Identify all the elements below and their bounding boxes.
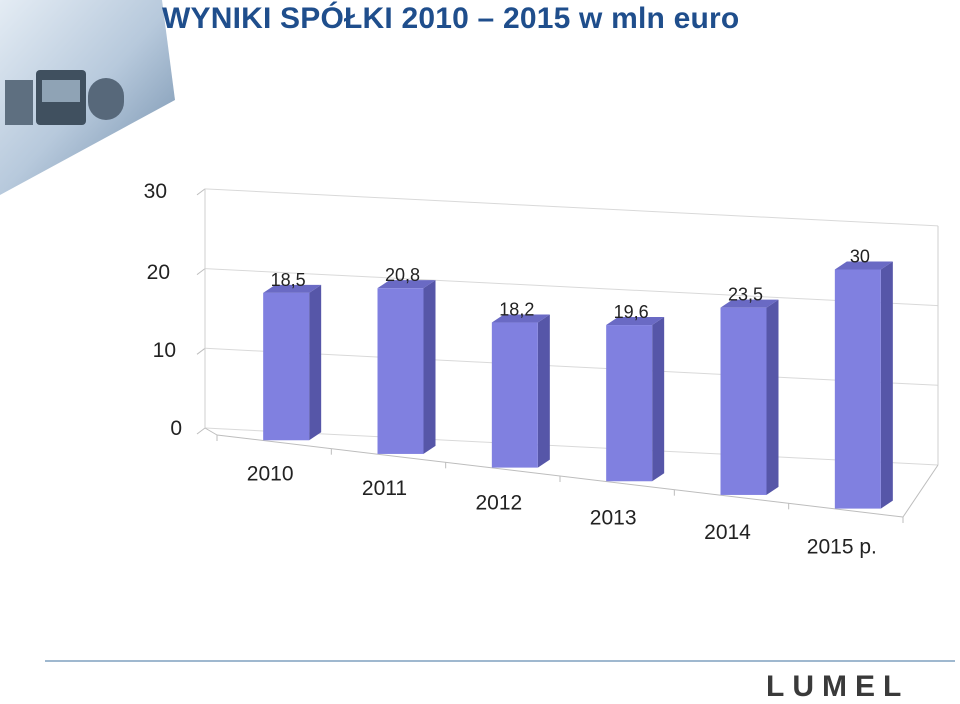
data-label: 19,6 (614, 302, 649, 322)
x-tick-label: 2011 (362, 477, 407, 500)
x-tick-label: 2012 (475, 492, 522, 515)
bar-side-2011 (423, 280, 436, 454)
data-label: 23,5 (728, 285, 763, 305)
x-tick-label: 2015 p. (807, 536, 877, 559)
bar-2015 p. (834, 269, 881, 509)
y-tick-label: 10 (153, 339, 176, 362)
bar-2013 (606, 325, 653, 482)
x-tick-label: 2014 (704, 521, 751, 544)
x-tick-label: 2013 (590, 506, 637, 529)
data-label: 18,5 (271, 270, 306, 290)
floor-right-edge (902, 464, 939, 518)
bar-top-2010 (263, 284, 322, 293)
bar-top-2014 (720, 299, 779, 308)
bar-top-2013 (606, 317, 665, 326)
bar-top-2012 (491, 314, 550, 323)
bar-top-2011 (377, 280, 436, 289)
bar-side-2013 (652, 317, 665, 482)
company-logo: LUMEL (766, 670, 910, 703)
bar-top-2015 p. (834, 261, 893, 270)
bar-2012 (491, 322, 538, 468)
x-tick-label: 2010 (247, 462, 294, 485)
y-tick-mark (196, 347, 206, 355)
data-label: 20,8 (385, 265, 420, 285)
bar-2011 (377, 288, 424, 454)
floor-left-edge (204, 427, 218, 436)
y-tick-mark (196, 188, 206, 196)
data-label: 30 (850, 247, 870, 267)
y-tick-mark (196, 268, 206, 276)
bar-side-2014 (766, 299, 779, 495)
y-tick-label: 20 (147, 261, 170, 284)
gridline (204, 188, 939, 227)
footer-divider (45, 660, 955, 662)
data-label: 18,2 (499, 300, 534, 320)
page-title: WYNIKI SPÓŁKI 2010 – 2015 w mln euro (162, 2, 740, 35)
bar-side-2012 (537, 314, 550, 468)
bar-2010 (263, 292, 310, 441)
chart-gridlines (196, 188, 939, 523)
gridline (204, 427, 939, 466)
chart-labels: 0 10 20 30 18,5 2010 20,8 2011 18,2 2012 19,6 2013 2… (144, 180, 877, 559)
y-tick-label: 0 (170, 417, 182, 440)
chart-bars (263, 261, 893, 509)
bar-2014 (720, 307, 767, 495)
y-tick-mark (196, 427, 206, 435)
gridline (204, 268, 939, 307)
bar-side-2010 (309, 284, 322, 441)
gridline (204, 347, 939, 386)
bar-side-2015 p. (880, 261, 893, 509)
product-photo-banner (0, 0, 175, 195)
y-tick-label: 30 (144, 180, 167, 203)
